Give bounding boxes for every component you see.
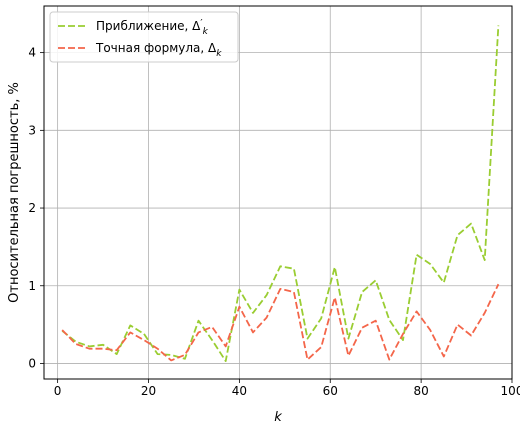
y-tick-label: 0 (28, 356, 36, 370)
legend-label-prime: ′ (200, 18, 203, 29)
x-tick-label: 100 (501, 384, 520, 398)
legend-label-main: Точная формула, Δ (95, 41, 217, 55)
series-line-1 (61, 283, 500, 362)
legend-label-1: Точная формула, Δk (95, 41, 222, 59)
x-tick-label: 0 (54, 384, 62, 398)
y-axis-label: Относительная погрешность, % (7, 82, 22, 303)
plot-frame (43, 5, 513, 380)
x-tick-label: 40 (232, 384, 247, 398)
x-tick-label: 60 (323, 384, 338, 398)
y-tick-label: 4 (28, 46, 36, 60)
legend-label-main: Приближение, Δ (96, 19, 201, 33)
y-tick-label: 2 (28, 201, 36, 215)
x-axis-label: k (274, 410, 282, 425)
legend-label-subscript: k (216, 49, 222, 59)
legend-label-subscript: k (203, 27, 209, 37)
y-tick-label: 1 (28, 279, 36, 293)
legend-box (49, 11, 239, 63)
axis-ticks: 0 20 40 60 80 100 0 1 2 3 4 (28, 46, 520, 398)
series-line-0 (61, 25, 500, 363)
legend-label-0: Приближение, Δ′k (96, 18, 209, 37)
x-tick-label: 80 (413, 384, 428, 398)
series-layer (61, 25, 500, 363)
x-tick-label: 20 (141, 384, 156, 398)
y-tick-label: 3 (28, 123, 36, 137)
